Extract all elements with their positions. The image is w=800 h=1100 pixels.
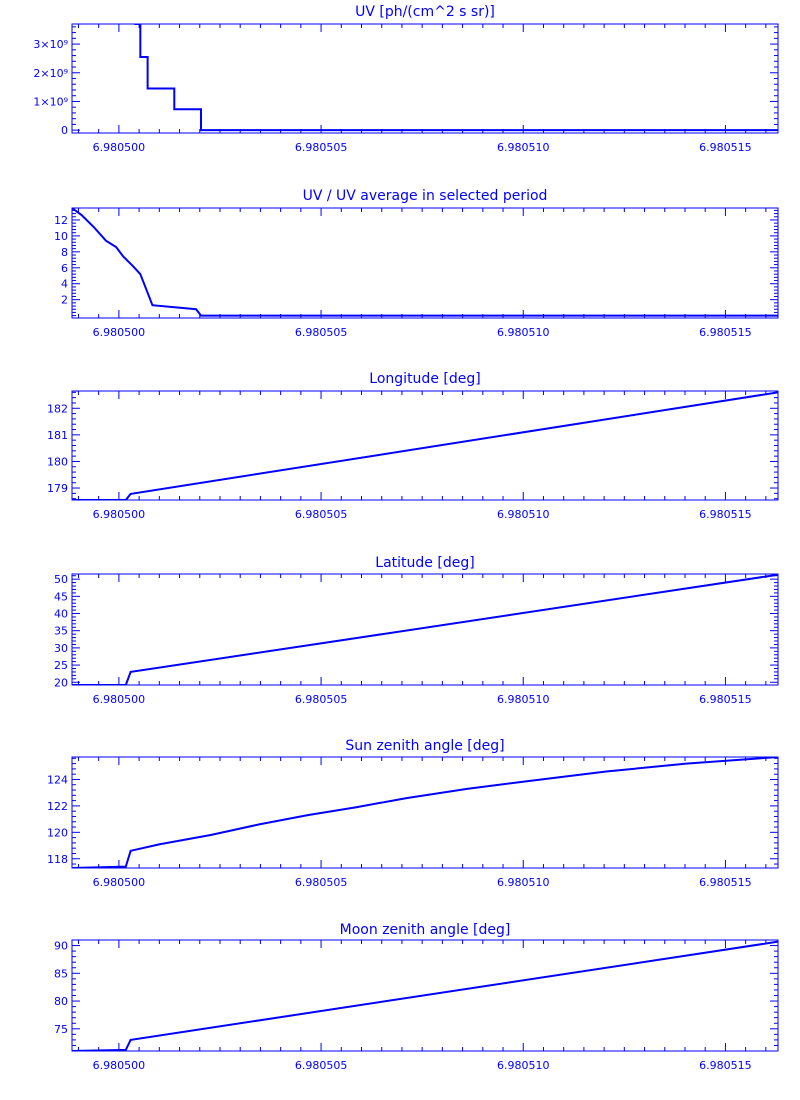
panel-2-y-tick-label: 10	[54, 230, 68, 243]
panel-4-y-tick-label: 50	[54, 573, 68, 586]
panel-6-x-tick-label: 6.980515	[699, 1059, 752, 1072]
panel-4-title: Latitude [deg]	[375, 555, 474, 571]
panel-2-x-tick-label: 6.980510	[497, 326, 550, 339]
panel-2-x-tick-label: 6.980505	[295, 326, 348, 339]
panel-5-y-tick-label: 122	[47, 800, 68, 813]
panel-4-x-tick-label: 6.980515	[699, 693, 752, 706]
panel-1-y-tick-label: 0	[61, 124, 68, 137]
panel-3-y-tick-label: 179	[47, 482, 68, 495]
panel-5-series-line	[72, 757, 778, 868]
panel-3-x-tick-label: 6.980515	[699, 508, 752, 521]
panel-4-x-tick-label: 6.980510	[497, 693, 550, 706]
panel-5-x-tick-label: 6.980505	[295, 876, 348, 889]
panel-6-y-tick-label: 85	[54, 967, 68, 980]
panel-3-y-tick-label: 181	[47, 429, 68, 442]
panel-4-y-tick-label: 45	[54, 590, 68, 603]
panel-5-y-tick-label: 120	[47, 826, 68, 839]
panel-5-y-tick-label: 118	[47, 853, 68, 866]
panel-2-x-tick-label: 6.980515	[699, 326, 752, 339]
panel-5-frame	[71, 756, 779, 869]
panel-4-y-tick-label: 35	[54, 625, 68, 638]
panel-4-x-tick-label: 6.980500	[93, 693, 146, 706]
panel-1-y-tick-label: 1×10⁹	[33, 95, 68, 108]
panel-6-y-tick-label: 75	[54, 1023, 68, 1036]
panel-3-x-tick-label: 6.980505	[295, 508, 348, 521]
panel-3-frame	[71, 390, 779, 501]
panel-4-y-tick-label: 25	[54, 659, 68, 672]
panel-1-title: UV [ph/(cm^2 s sr)]	[355, 4, 495, 20]
panel-3-y-tick-label: 180	[47, 455, 68, 468]
panel-6-y-tick-label: 80	[54, 995, 68, 1008]
panel-6-series-line	[72, 940, 778, 1051]
panel-3-x-tick-label: 6.980500	[93, 508, 146, 521]
panel-1-y-tick-label: 3×10⁹	[33, 38, 68, 51]
panel-6-title: Moon zenith angle [deg]	[340, 922, 511, 938]
panel-2-y-tick-label: 4	[61, 278, 68, 291]
panel-4-series-line	[72, 574, 778, 685]
panel-2-y-tick-label: 2	[61, 294, 68, 307]
panel-2-y-tick-label: 12	[54, 214, 68, 227]
panel-2-series-line	[72, 208, 778, 317]
panel-2-frame	[71, 207, 779, 319]
panel-4-x-tick-label: 6.980505	[295, 693, 348, 706]
panel-1-x-tick-label: 6.980500	[93, 141, 146, 154]
panel-5-x-tick-label: 6.980515	[699, 876, 752, 889]
panel-5-x-tick-label: 6.980500	[93, 876, 146, 889]
panel-3-x-tick-label: 6.980510	[497, 508, 550, 521]
panel-6-x-tick-label: 6.980505	[295, 1059, 348, 1072]
panel-2-title: UV / UV average in selected period	[303, 188, 548, 204]
panel-2-y-tick-label: 6	[61, 262, 68, 275]
panel-1-y-tick-label: 2×10⁹	[33, 67, 68, 80]
panel-6-y-tick-label: 90	[54, 940, 68, 953]
panel-4-y-tick-label: 20	[54, 676, 68, 689]
panel-4-y-tick-label: 30	[54, 642, 68, 655]
panel-2-x-tick-label: 6.980500	[93, 326, 146, 339]
panel-1-series-line	[134, 24, 778, 132]
panel-1-frame	[71, 23, 779, 134]
panel-3-series-line	[72, 391, 778, 500]
panel-1-x-tick-label: 6.980505	[295, 141, 348, 154]
panel-4-frame	[71, 573, 779, 686]
panel-5-x-tick-label: 6.980510	[497, 876, 550, 889]
panel-3-y-tick-label: 182	[47, 402, 68, 415]
panel-1-x-tick-label: 6.980515	[699, 141, 752, 154]
panel-3-title: Longitude [deg]	[369, 371, 480, 387]
panel-2-y-tick-label: 8	[61, 246, 68, 259]
panel-5-title: Sun zenith angle [deg]	[345, 738, 504, 754]
panel-6-x-tick-label: 6.980500	[93, 1059, 146, 1072]
panel-5-y-tick-label: 124	[47, 773, 68, 786]
panel-6-x-tick-label: 6.980510	[497, 1059, 550, 1072]
panel-4-y-tick-label: 40	[54, 608, 68, 621]
panel-1-x-tick-label: 6.980510	[497, 141, 550, 154]
